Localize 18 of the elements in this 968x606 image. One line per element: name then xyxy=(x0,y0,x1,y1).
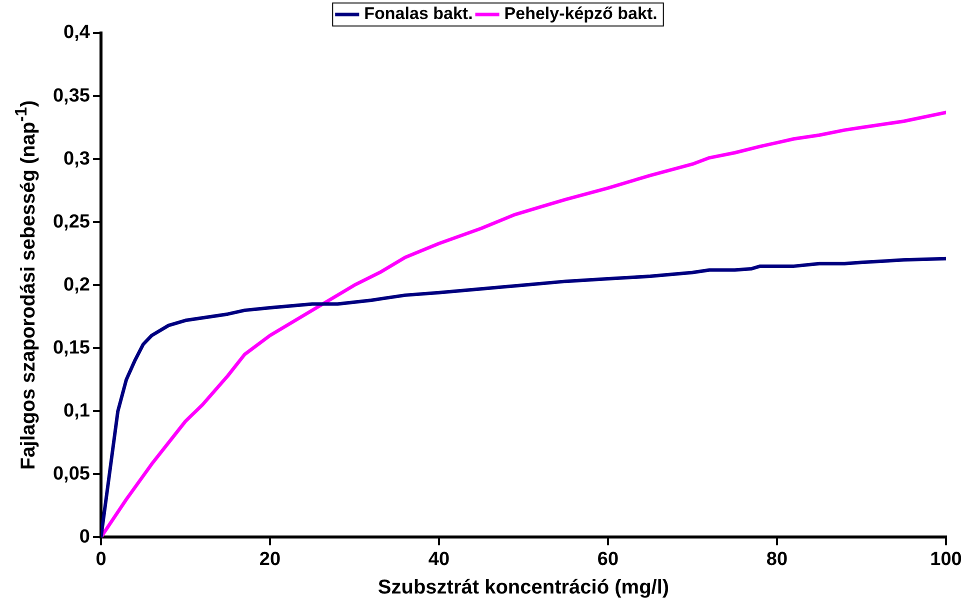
y-tick-label: 0,15 xyxy=(52,337,90,358)
x-axis-title: Szubsztrát koncentráció (mg/l) xyxy=(378,576,670,599)
y-tick-label: 0,2 xyxy=(64,274,90,296)
y-tick-label: 0 xyxy=(79,526,90,548)
x-tick-label: 20 xyxy=(259,548,281,570)
y-tick-label: 0,4 xyxy=(64,22,90,44)
y-tick-label: 0,05 xyxy=(52,463,90,484)
x-tick-label: 40 xyxy=(428,548,450,570)
y-tick-label: 0,1 xyxy=(64,400,90,422)
legend-label: Fonalas bakt. xyxy=(364,4,473,24)
y-tick-label: 0,35 xyxy=(52,85,90,106)
legend-label: Pehely-képző bakt. xyxy=(504,4,658,24)
y-tick-label: 0,3 xyxy=(64,148,90,170)
x-tick-label: 100 xyxy=(930,548,962,570)
x-tick-label: 60 xyxy=(597,548,619,570)
x-tick-label: 0 xyxy=(96,548,106,570)
x-tick-label: 80 xyxy=(766,548,788,570)
y-tick-label: 0,25 xyxy=(52,211,90,232)
